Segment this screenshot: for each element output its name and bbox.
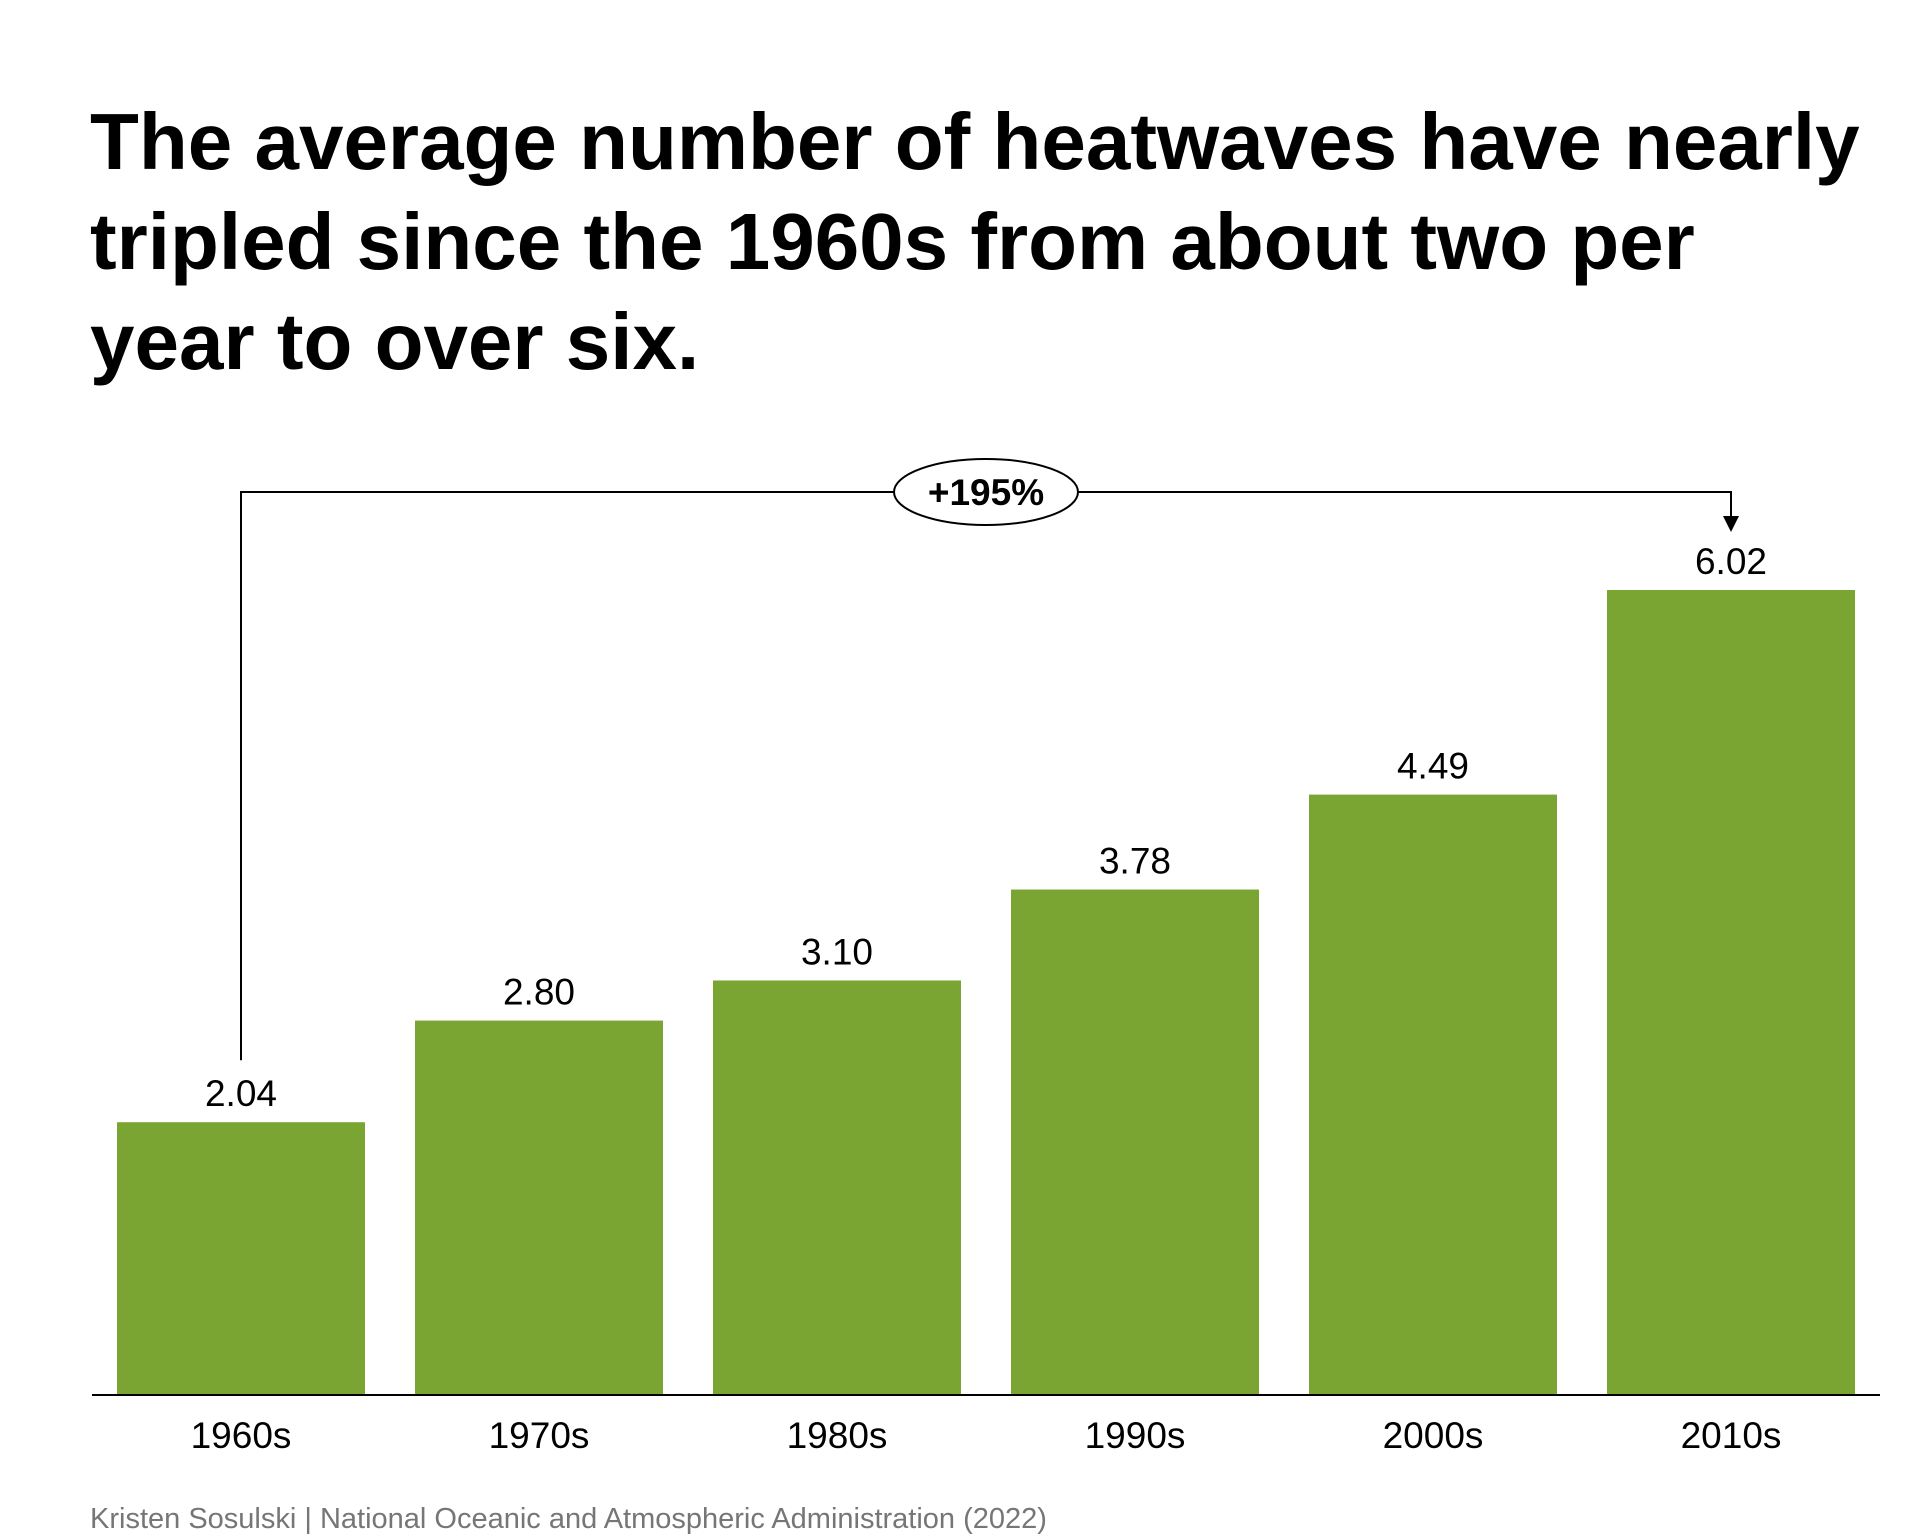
chart-title: The average number of heatwaves have nea… [90,97,1860,386]
value-label-1960s: 2.04 [205,1073,277,1114]
annotation-label: +195% [928,472,1044,513]
x-tick-label-1970s: 1970s [489,1415,590,1456]
bar-2000s [1309,794,1557,1395]
bar-1970s [415,1020,663,1395]
x-tick-label-2010s: 2010s [1681,1415,1782,1456]
x-tick-label-1980s: 1980s [787,1415,888,1456]
value-label-2000s: 4.49 [1397,746,1469,787]
bars-group [117,590,1855,1395]
x-tick-label-1990s: 1990s [1085,1415,1186,1456]
annotation-badge [893,458,1079,526]
bar-1960s [117,1122,365,1395]
value-label-1970s: 2.80 [503,972,575,1013]
x-tick-label-1960s: 1960s [191,1415,292,1456]
source-note: Kristen Sosulski | National Oceanic and … [90,1503,1047,1535]
bar-2010s [1607,590,1855,1395]
value-label-2010s: 6.02 [1695,541,1767,582]
value-label-1980s: 3.10 [801,931,873,972]
value-labels-group: 2.04 2.80 3.10 3.78 4.49 6.02 [205,541,1767,1114]
bar-1990s [1011,889,1259,1395]
x-tick-label-2000s: 2000s [1383,1415,1484,1456]
x-tick-labels: 1960s 1970s 1980s 1990s 2000s 2010s [191,1415,1782,1456]
change-annotation: +195% [240,458,1739,1061]
value-label-1990s: 3.78 [1099,841,1171,882]
annotation-arrowhead [1723,516,1739,532]
bar-1980s [713,980,961,1395]
